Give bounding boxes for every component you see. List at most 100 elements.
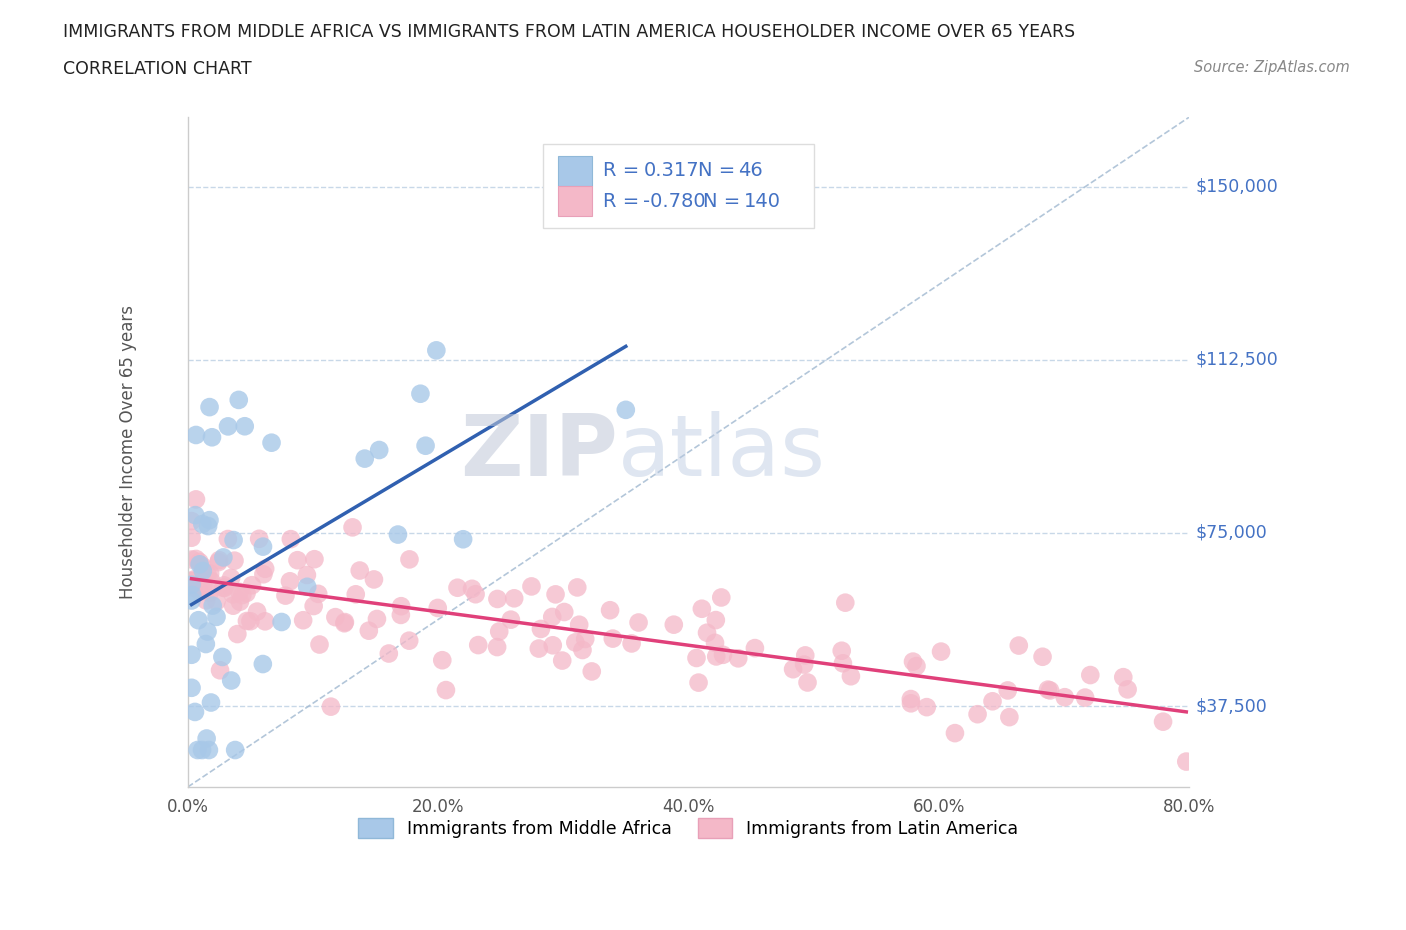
Point — [236, 614, 259, 629]
Point — [467, 638, 489, 653]
Point — [188, 557, 211, 572]
Point — [217, 418, 239, 433]
Point — [434, 683, 457, 698]
Point — [1039, 683, 1062, 698]
Point — [486, 640, 509, 655]
Point — [188, 584, 211, 599]
FancyBboxPatch shape — [543, 144, 814, 228]
Point — [349, 563, 371, 578]
Point — [184, 551, 207, 566]
Point — [184, 705, 207, 720]
Point — [180, 681, 202, 696]
Point — [233, 418, 256, 433]
Point — [198, 566, 221, 581]
Point — [195, 593, 218, 608]
Point — [274, 588, 297, 603]
Point — [409, 386, 432, 401]
Text: atlas: atlas — [619, 411, 827, 494]
Point — [224, 553, 246, 568]
Point — [292, 613, 315, 628]
Point — [831, 644, 853, 658]
Point — [231, 588, 253, 603]
Point — [187, 742, 209, 757]
Text: 46: 46 — [738, 162, 763, 180]
Point — [541, 638, 564, 653]
FancyBboxPatch shape — [558, 186, 592, 216]
Point — [704, 649, 727, 664]
Point — [181, 588, 204, 603]
Point — [280, 532, 302, 547]
Point — [503, 591, 526, 605]
Point — [229, 594, 252, 609]
Text: 0.317: 0.317 — [644, 162, 699, 180]
Point — [426, 601, 449, 616]
Point — [270, 615, 292, 630]
Point — [389, 599, 412, 614]
Point — [688, 675, 710, 690]
Point — [1116, 682, 1139, 697]
Point — [200, 574, 222, 589]
Point — [704, 613, 727, 628]
Point — [425, 343, 447, 358]
Point — [357, 623, 380, 638]
Point — [544, 587, 567, 602]
Point — [900, 696, 922, 711]
Point — [212, 578, 235, 592]
Point — [530, 621, 553, 636]
Point — [191, 578, 214, 593]
Point — [486, 591, 509, 606]
Point — [690, 602, 713, 617]
Point — [219, 673, 242, 688]
Point — [344, 587, 367, 602]
Point — [398, 551, 420, 566]
Point — [387, 527, 409, 542]
Point — [796, 675, 818, 690]
Point — [201, 598, 224, 613]
Point — [191, 564, 214, 578]
Point — [794, 648, 817, 663]
Point — [704, 635, 727, 650]
Point — [191, 558, 214, 573]
Point — [793, 658, 815, 672]
Point — [235, 586, 257, 601]
Point — [187, 613, 209, 628]
Point — [905, 658, 928, 673]
Point — [520, 579, 543, 594]
Point — [254, 614, 277, 629]
Point — [252, 539, 274, 554]
Point — [1078, 668, 1101, 683]
Point — [239, 614, 262, 629]
Point — [744, 641, 766, 656]
Point — [201, 430, 224, 445]
Point — [981, 694, 1004, 709]
Point — [551, 653, 574, 668]
Point — [247, 531, 270, 546]
Point — [252, 657, 274, 671]
Point — [834, 595, 856, 610]
Point — [191, 517, 214, 532]
Point — [451, 532, 474, 547]
Point — [228, 584, 250, 599]
Point — [553, 604, 575, 619]
Point — [333, 616, 356, 631]
Point — [180, 647, 202, 662]
Point — [415, 438, 437, 453]
Point — [180, 574, 202, 589]
Legend: Immigrants from Middle Africa, Immigrants from Latin America: Immigrants from Middle Africa, Immigrant… — [352, 811, 1025, 845]
Point — [599, 603, 621, 618]
Point — [432, 653, 454, 668]
Text: R =: R = — [603, 162, 645, 180]
Point — [180, 578, 202, 592]
Point — [568, 618, 591, 632]
Point — [571, 643, 593, 658]
Point — [188, 554, 211, 569]
Point — [219, 570, 242, 585]
Text: Householder Income Over 65 years: Householder Income Over 65 years — [118, 305, 136, 599]
Point — [929, 644, 952, 659]
Point — [696, 625, 718, 640]
FancyBboxPatch shape — [558, 156, 592, 186]
Point — [197, 567, 219, 582]
Point — [363, 572, 385, 587]
Point — [461, 581, 484, 596]
Point — [943, 725, 966, 740]
